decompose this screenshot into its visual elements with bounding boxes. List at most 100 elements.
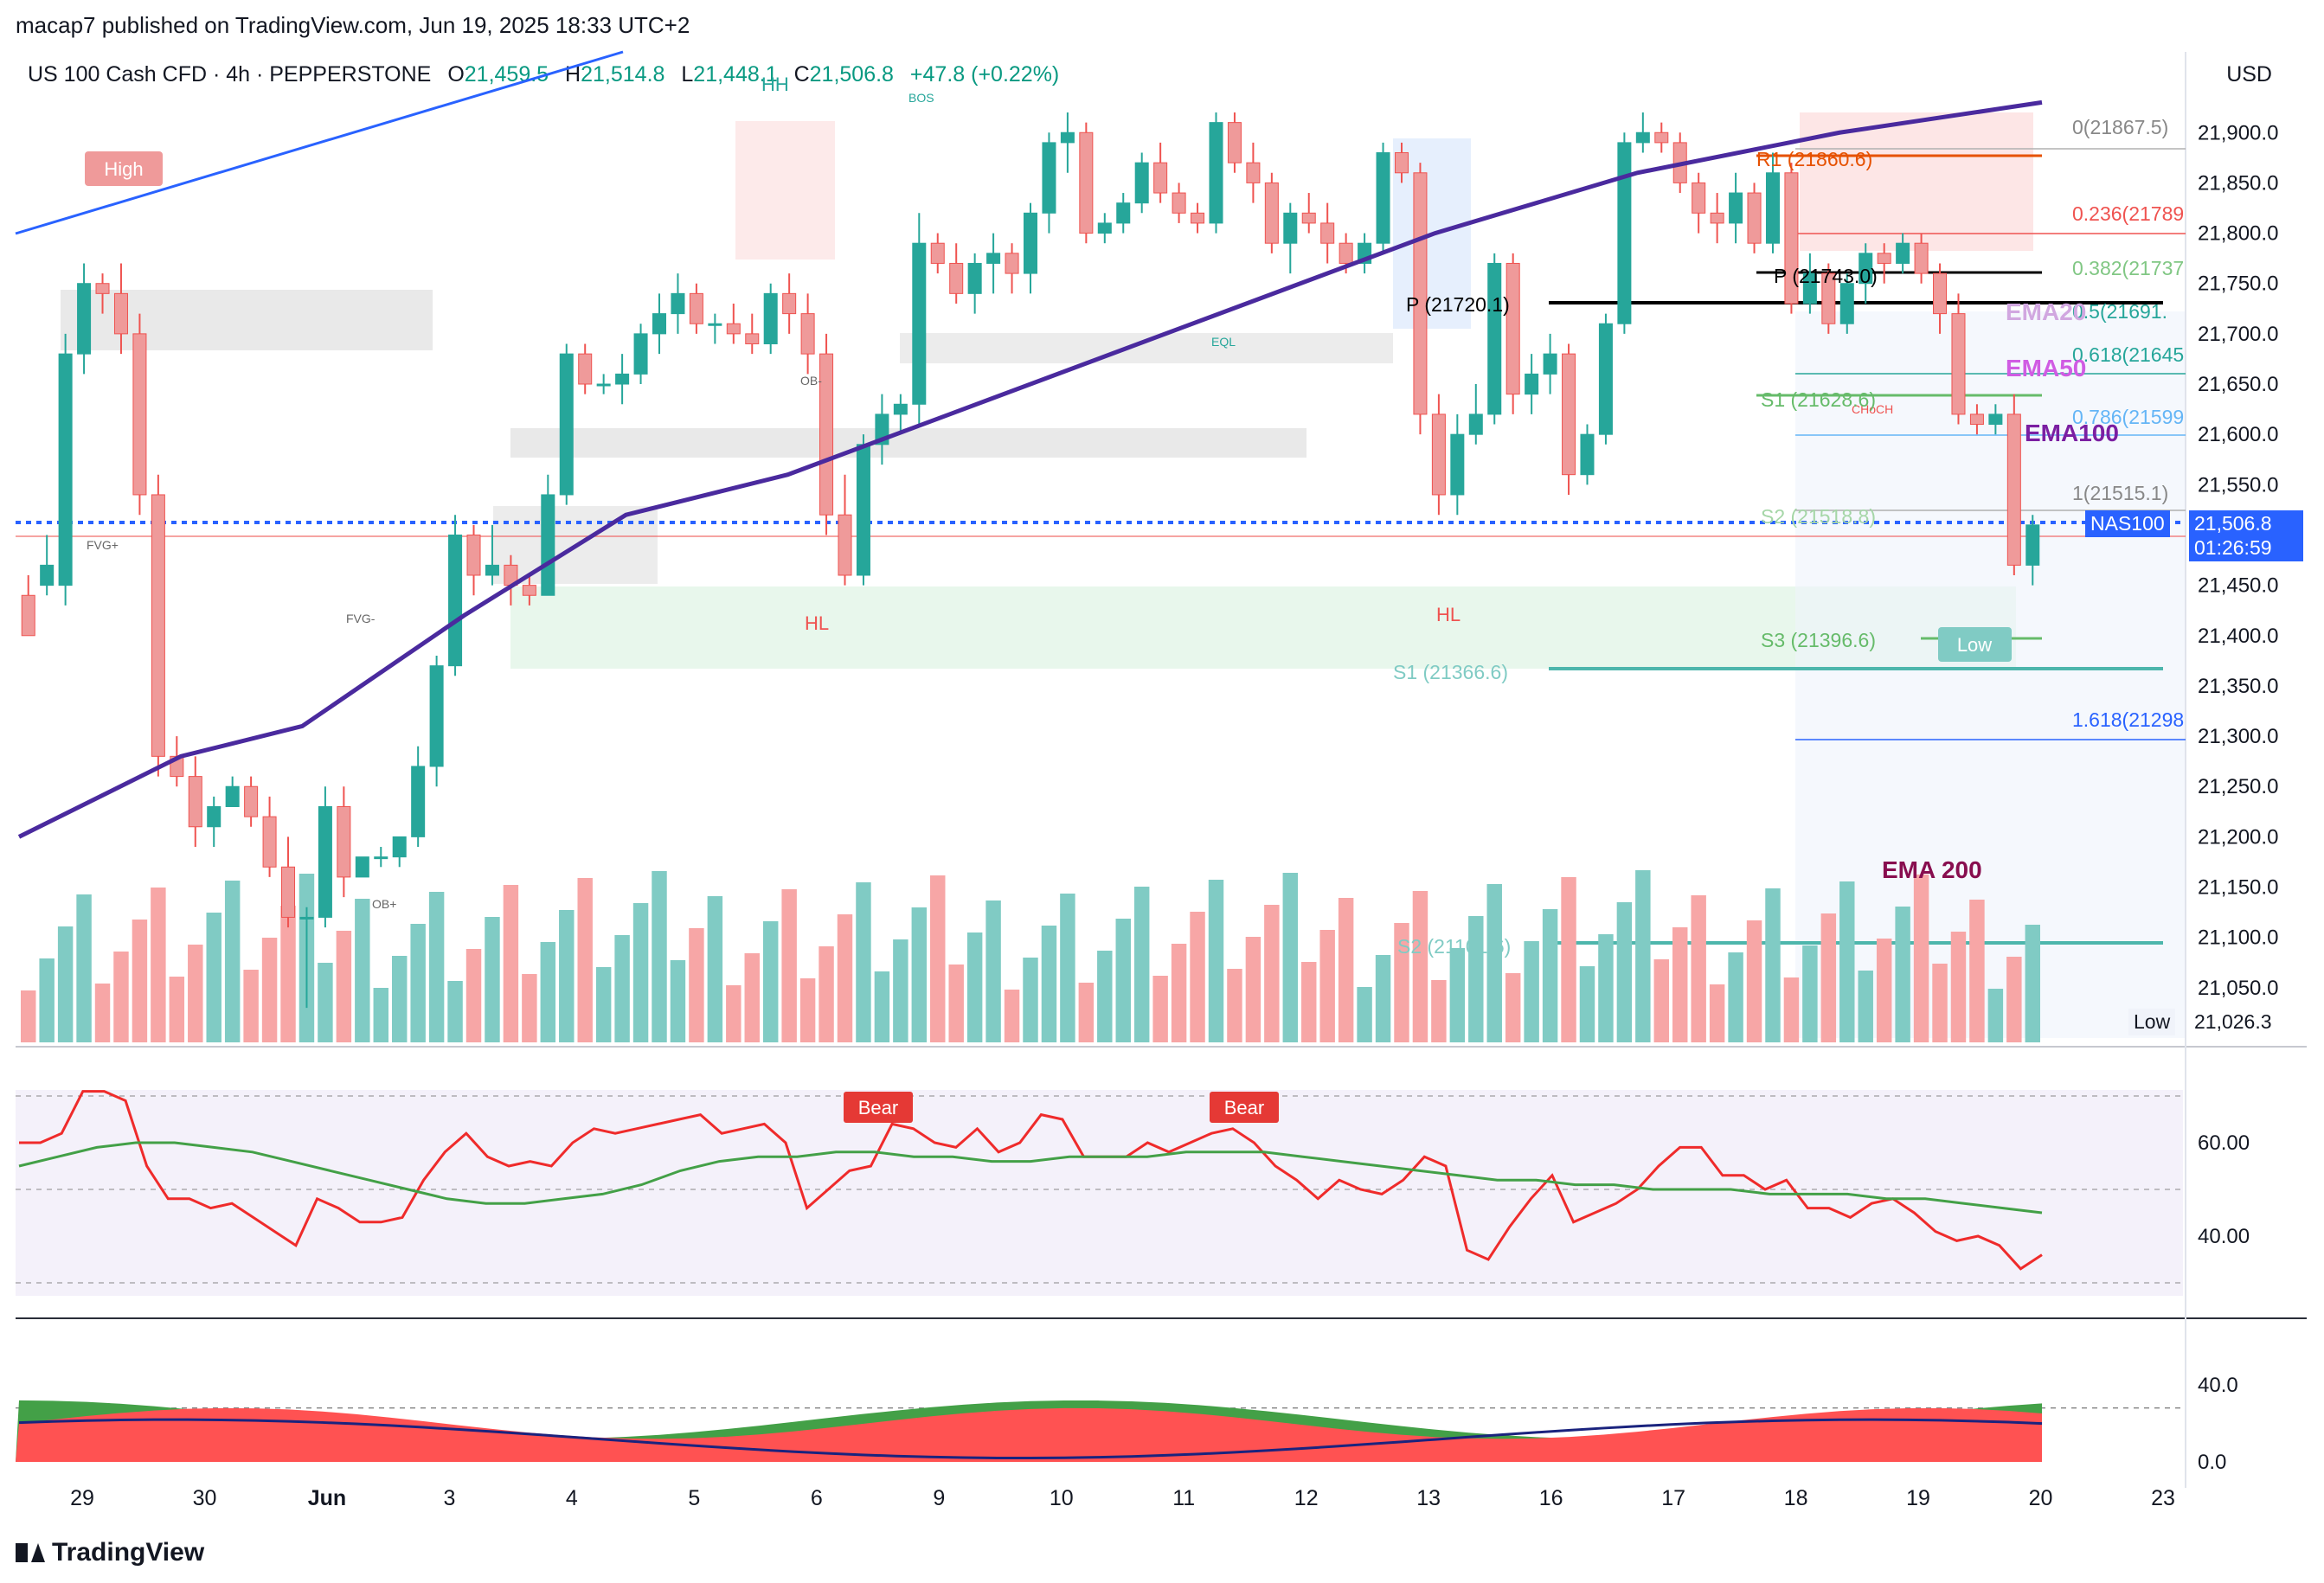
candle[interactable] [1431, 413, 1446, 496]
candle[interactable] [188, 776, 202, 828]
candle[interactable] [522, 585, 536, 596]
candle[interactable] [1301, 212, 1316, 224]
candle[interactable] [1320, 222, 1335, 244]
candle[interactable] [1005, 253, 1019, 274]
candle[interactable] [448, 534, 463, 667]
candle[interactable] [1859, 253, 1873, 285]
candle[interactable] [819, 353, 834, 516]
candle[interactable] [225, 785, 240, 808]
candle[interactable] [1097, 222, 1112, 234]
candle[interactable] [374, 856, 388, 860]
candle[interactable] [1877, 253, 1891, 264]
candle[interactable] [1765, 172, 1780, 244]
candle[interactable] [40, 564, 55, 586]
candle[interactable] [1784, 172, 1799, 304]
candle[interactable] [893, 403, 908, 415]
candle[interactable] [1283, 212, 1298, 244]
candle[interactable] [856, 444, 870, 576]
candle[interactable] [411, 766, 426, 837]
candle[interactable] [986, 253, 1001, 264]
candle[interactable] [615, 373, 630, 385]
candle[interactable] [1654, 131, 1669, 144]
candle[interactable] [392, 836, 407, 858]
candle[interactable] [838, 514, 852, 576]
candle[interactable] [1172, 192, 1186, 214]
candle[interactable] [207, 806, 221, 828]
candle[interactable] [355, 856, 369, 878]
candle[interactable] [1134, 162, 1149, 204]
candle[interactable] [58, 353, 73, 586]
candle[interactable] [763, 292, 778, 345]
candle[interactable] [559, 353, 574, 496]
candle[interactable] [1264, 182, 1279, 244]
candle[interactable] [244, 785, 259, 817]
candle[interactable] [745, 333, 760, 345]
candle[interactable] [337, 806, 351, 878]
candle[interactable] [708, 323, 722, 326]
candle[interactable] [1710, 212, 1724, 224]
candle[interactable] [1914, 242, 1929, 274]
candle[interactable] [466, 534, 481, 576]
candle[interactable] [1468, 413, 1483, 435]
candle[interactable] [782, 292, 797, 315]
candle[interactable] [1450, 433, 1465, 496]
candle[interactable] [2006, 413, 2021, 566]
candle[interactable] [1413, 172, 1428, 415]
tradingview-logo[interactable]: TradingView [16, 1538, 204, 1567]
currency-label[interactable]: USD [2226, 62, 2272, 87]
candle[interactable] [967, 262, 982, 294]
candle[interactable] [132, 333, 147, 496]
candle[interactable] [1227, 122, 1242, 163]
candle[interactable] [1153, 162, 1168, 194]
candle[interactable] [262, 816, 277, 868]
candle[interactable] [1060, 131, 1075, 144]
candle[interactable] [485, 564, 499, 576]
candle[interactable] [1023, 212, 1038, 274]
candle[interactable] [429, 665, 444, 767]
candle[interactable] [281, 866, 296, 918]
candle[interactable] [2025, 524, 2040, 566]
candle[interactable] [1042, 142, 1056, 214]
candle[interactable] [1933, 272, 1948, 315]
candle[interactable] [689, 292, 703, 324]
candle[interactable] [1617, 142, 1632, 324]
candle[interactable] [671, 292, 685, 315]
candle[interactable] [95, 283, 110, 294]
candle[interactable] [1692, 182, 1706, 214]
candle[interactable] [1376, 152, 1390, 244]
candle[interactable] [151, 494, 165, 757]
candle[interactable] [726, 323, 741, 335]
candle[interactable] [1747, 192, 1762, 244]
candle[interactable] [1729, 192, 1743, 224]
candle[interactable] [652, 313, 667, 335]
symbol-title[interactable]: US 100 Cash CFD · 4h · PEPPERSTONE [28, 62, 432, 87]
candle[interactable] [1394, 152, 1409, 174]
candle[interactable] [299, 916, 314, 920]
candle[interactable] [1339, 242, 1353, 264]
candle[interactable] [1821, 272, 1836, 324]
candle[interactable] [949, 262, 964, 294]
candle[interactable] [1209, 122, 1223, 224]
candle[interactable] [1525, 373, 1539, 395]
candle[interactable] [633, 333, 648, 375]
candle[interactable] [318, 806, 332, 918]
candle[interactable] [1839, 283, 1854, 324]
candle[interactable] [578, 353, 593, 385]
candle[interactable] [930, 242, 945, 264]
candle[interactable] [800, 313, 815, 355]
candle[interactable] [1246, 162, 1261, 183]
candle[interactable] [1543, 353, 1557, 375]
candle[interactable] [1487, 262, 1502, 415]
candle[interactable] [1969, 413, 1984, 426]
candle[interactable] [1988, 413, 2003, 426]
candle[interactable] [1505, 262, 1520, 395]
candle[interactable] [1562, 353, 1576, 476]
candle[interactable] [1191, 212, 1205, 224]
candle[interactable] [1580, 433, 1595, 476]
candle[interactable] [1951, 313, 1966, 415]
candle[interactable] [21, 594, 35, 637]
candle[interactable] [1635, 131, 1650, 144]
candle[interactable] [1802, 272, 1817, 304]
candle[interactable] [541, 494, 555, 596]
